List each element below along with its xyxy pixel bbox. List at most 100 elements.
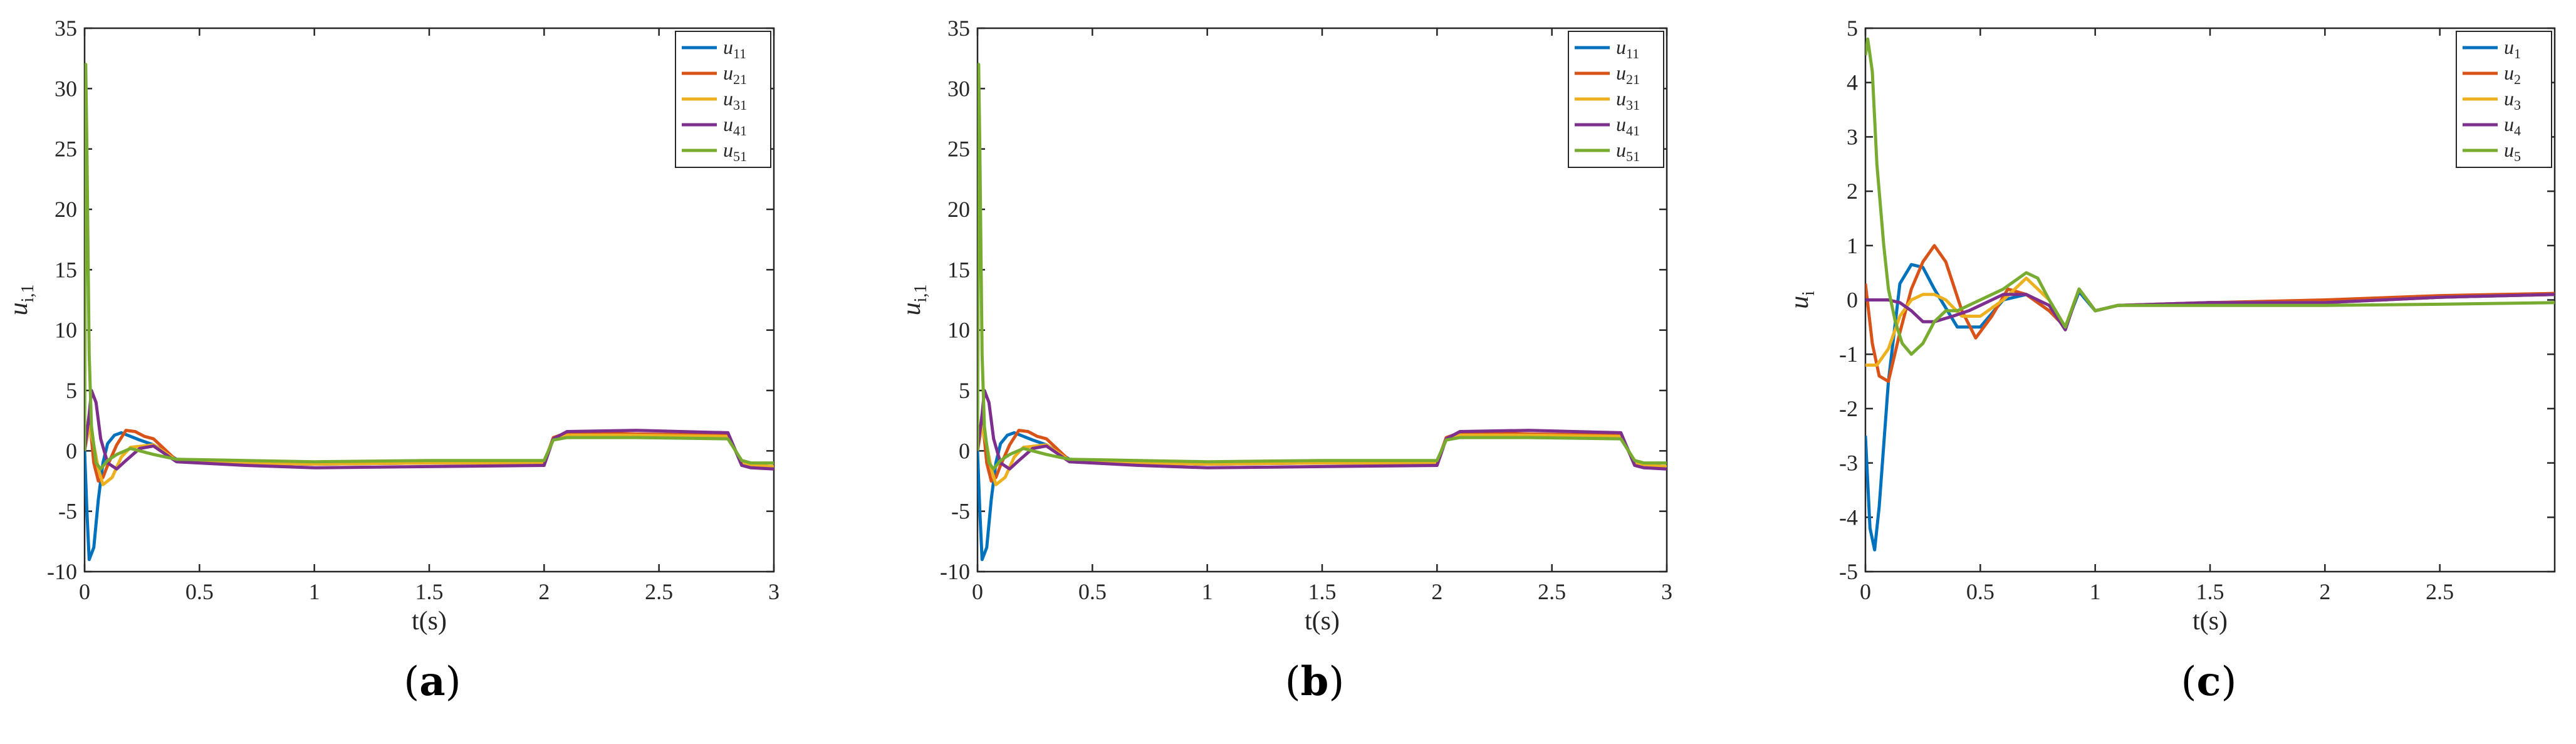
x-tick-label: 1 — [309, 579, 320, 604]
legend-label-sub: 5 — [2514, 149, 2521, 164]
x-tick-label: 0 — [972, 579, 983, 604]
y-axis-label-base: u — [4, 302, 33, 315]
x-tick-label: 1.5 — [1308, 579, 1337, 604]
y-tick-label: -2 — [1839, 396, 1858, 421]
x-tick-label: 1 — [2090, 579, 2101, 604]
y-axis-label-sub: i,1 — [18, 285, 38, 303]
y-axis-label: ui,1 — [897, 285, 931, 316]
series-line-5 — [1865, 37, 2555, 356]
panel-letter-a: a — [419, 658, 446, 705]
legend-label-base: u — [723, 87, 733, 110]
x-tick-label: 3 — [768, 579, 780, 604]
x-tick-label: 1.5 — [415, 579, 444, 604]
x-tick-label: 0 — [79, 579, 90, 604]
series-line-31 — [85, 425, 774, 486]
panel-label-b: (b) — [1285, 658, 1345, 705]
legend-label: u11 — [723, 36, 746, 61]
x-tick-label: 1.5 — [2196, 579, 2224, 604]
legend-label-base: u — [2504, 87, 2514, 110]
legend-label: u5 — [2504, 139, 2521, 164]
y-tick-label: 30 — [55, 76, 77, 101]
legend-label-sub: 1 — [2514, 46, 2521, 61]
y-axis-label-sub: i,1 — [911, 285, 931, 303]
chart-a: 0 0.5 1 1.5 2 2.5 3-10-505101520253035t(s)ui,1… — [4, 16, 780, 636]
panel-letter-c: c — [2196, 658, 2221, 705]
y-tick-label: 0 — [66, 438, 77, 463]
y-axis-label: ui,1 — [4, 285, 38, 316]
y-tick-label: 15 — [947, 257, 970, 282]
x-tick-label: 3 — [1661, 579, 1672, 604]
x-tick-label: 0 — [1860, 579, 1871, 604]
y-axis-label-base: u — [897, 302, 926, 315]
y-axis-label-base: u — [1785, 296, 1814, 309]
legend-label-base: u — [2504, 61, 2514, 84]
legend-label-base: u — [2504, 139, 2514, 161]
legend-label: u41 — [1616, 113, 1640, 139]
panel-letter-b: b — [1300, 658, 1329, 705]
legend-label: u11 — [1616, 36, 1639, 61]
legend-label: u2 — [2504, 61, 2521, 87]
series-line-31 — [978, 425, 1667, 486]
plot-area — [1865, 37, 2555, 552]
series-line-41 — [85, 389, 774, 471]
x-axis-label: t(s) — [2193, 607, 2228, 636]
legend-label-sub: 31 — [1626, 97, 1640, 113]
y-tick-label: 25 — [947, 137, 970, 162]
legend-label: u51 — [1616, 139, 1640, 164]
y-tick-label: -5 — [951, 499, 970, 524]
legend-label-sub: 51 — [733, 149, 747, 164]
legend-label-base: u — [1616, 139, 1626, 161]
legend-label-base: u — [723, 139, 733, 161]
legend-label-sub: 11 — [733, 46, 746, 61]
legend-label-sub: 41 — [1626, 123, 1640, 139]
legend-label-sub: 51 — [1626, 149, 1640, 164]
y-tick-label: -3 — [1839, 451, 1858, 476]
legend-label: u51 — [723, 139, 747, 164]
axes-box — [1864, 27, 2556, 573]
y-tick-label: 0 — [1847, 288, 1858, 313]
x-tick-label: 2 — [2319, 579, 2330, 604]
y-tick-label: 20 — [947, 197, 970, 222]
x-tick-label: 2 — [538, 579, 550, 604]
x-tick-label: 2.5 — [1538, 579, 1566, 604]
series-line-4 — [1865, 287, 2555, 332]
legend-label-sub: 31 — [733, 97, 747, 113]
legend-label: u31 — [1616, 87, 1640, 113]
y-axis-label: ui — [1785, 291, 1818, 309]
legend-label-base: u — [2504, 36, 2514, 58]
y-tick-label: 0 — [959, 438, 970, 463]
series-line-51 — [978, 63, 1667, 471]
x-tick-label: 0.5 — [185, 579, 214, 604]
x-axis-label: t(s) — [1305, 607, 1340, 636]
plot-area — [85, 63, 774, 562]
y-tick-label: 30 — [947, 76, 970, 101]
y-tick-label: 1 — [1847, 233, 1858, 258]
chart-b: 0 0.5 1 1.5 2 2.5 3-10-505101520253035t(s)ui,1… — [897, 16, 1672, 636]
legend-label-sub: 4 — [2514, 123, 2521, 139]
y-tick-label: 5 — [66, 378, 77, 403]
chart-c: 0 0.5 1 1.5 2 2.5-5-4-3-2-1012345t(s)uiu1u2u3… — [1785, 16, 2556, 636]
legend-label-sub: 3 — [2514, 97, 2521, 113]
legend-label-sub: 11 — [1626, 46, 1639, 61]
y-tick-label: 2 — [1847, 179, 1858, 204]
legend-label-base: u — [1616, 113, 1626, 135]
y-tick-label: 5 — [1847, 16, 1858, 41]
legend-label-base: u — [723, 113, 733, 135]
x-tick-label: 0.5 — [1966, 579, 1995, 604]
legend-label: u31 — [723, 87, 747, 113]
y-tick-label: 35 — [947, 16, 970, 41]
legend-label: u1 — [2504, 36, 2521, 61]
panel-label-a: (a) — [404, 658, 461, 705]
y-tick-label: 3 — [1847, 124, 1858, 149]
y-tick-label: -4 — [1839, 505, 1858, 530]
y-tick-label: 20 — [55, 197, 77, 222]
legend-label-base: u — [723, 36, 733, 58]
x-tick-label: 2.5 — [645, 579, 673, 604]
y-tick-label: 15 — [55, 257, 77, 282]
y-tick-label: 4 — [1847, 70, 1858, 95]
legend-label: u21 — [1616, 61, 1640, 87]
legend-label-base: u — [2504, 113, 2514, 135]
series-line-41 — [978, 389, 1667, 471]
